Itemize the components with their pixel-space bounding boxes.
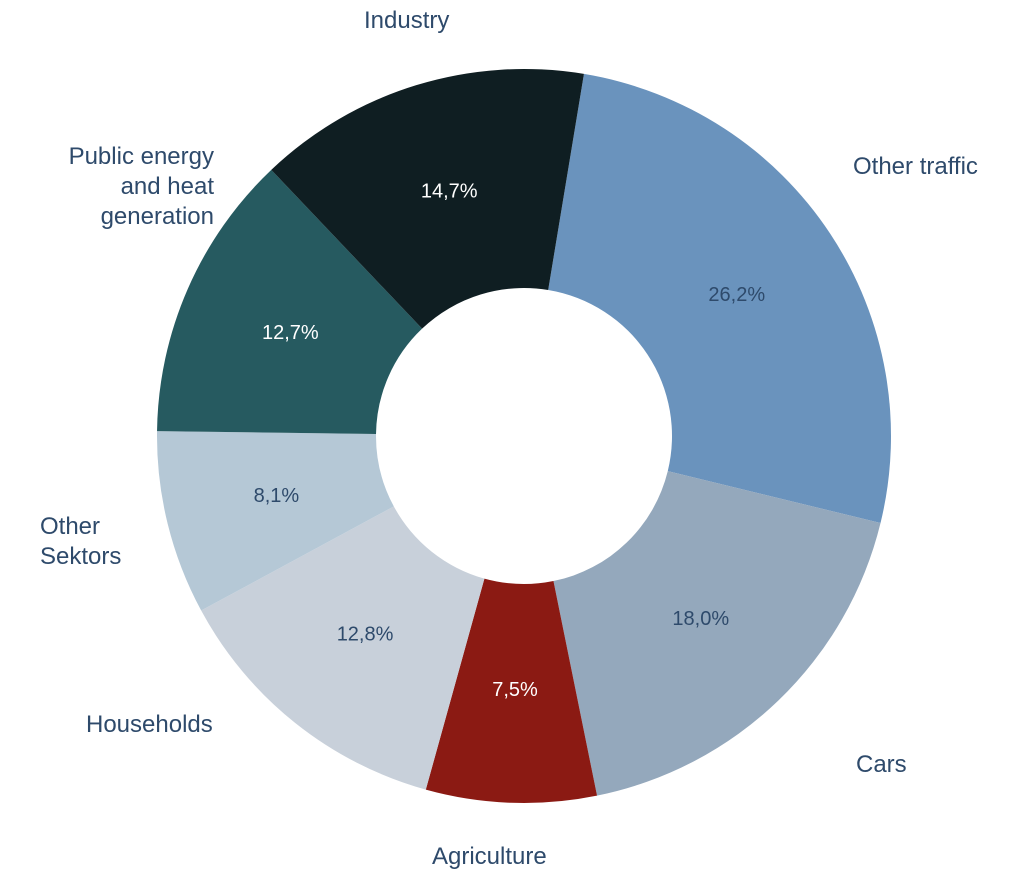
value-label: 18,0%	[672, 608, 729, 630]
slice	[548, 73, 891, 524]
value-label: 12,8%	[337, 624, 394, 646]
category-label: Households	[86, 711, 213, 738]
value-label: 7,5%	[492, 679, 538, 701]
slice	[201, 506, 485, 790]
slice	[157, 169, 423, 435]
category-label: Agriculture	[432, 843, 547, 870]
category-label: Industry	[364, 7, 450, 34]
slice	[425, 578, 598, 803]
value-label: 14,7%	[421, 181, 478, 203]
category-label: Other traffic	[853, 153, 978, 180]
slice	[157, 431, 394, 611]
value-label: 8,1%	[254, 485, 300, 507]
value-label: 26,2%	[708, 284, 765, 306]
category-label: Other Sektors	[40, 513, 122, 570]
category-label: Cars	[856, 751, 907, 778]
slice	[553, 471, 881, 796]
slice	[271, 69, 584, 329]
category-label: Public energy and heat generation	[68, 143, 214, 230]
value-label: 12,7%	[262, 322, 319, 344]
